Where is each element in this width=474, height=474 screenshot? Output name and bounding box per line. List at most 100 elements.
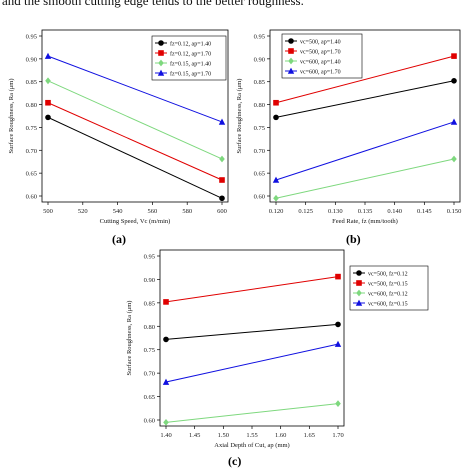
y-tick-label: 0.95 (26, 34, 37, 41)
series-3 (163, 400, 341, 426)
data-point (163, 336, 169, 343)
data-point (163, 299, 169, 305)
y-tick-label: 0.95 (144, 254, 155, 261)
data-point (450, 118, 458, 125)
x-tick-label: 0.130 (328, 208, 343, 215)
header-text: and the smooth cutting edge tends to the… (2, 0, 304, 8)
legend-entry: vc=600, ap=1.40 (285, 57, 341, 65)
series-line (165, 323, 339, 340)
series-3 (273, 155, 457, 202)
y-tick-label: 0.95 (254, 34, 265, 41)
data-point (45, 77, 51, 85)
data-point (451, 155, 457, 163)
y-tick-label: 0.65 (26, 171, 37, 178)
data-point (45, 99, 51, 106)
y-tick-label: 0.60 (26, 194, 37, 201)
y-tick-label: 0.65 (144, 394, 155, 401)
legend-label: vc=600, ap=1.70 (300, 69, 341, 75)
x-tick-label: 1.40 (160, 432, 171, 439)
panel-label-c: (c) (228, 454, 242, 468)
series-4 (162, 340, 342, 385)
legend-label: vc=600, fz=0.12 (368, 290, 408, 297)
series-2 (273, 53, 457, 106)
series-1 (273, 78, 457, 121)
x-tick-label: 1.60 (275, 432, 286, 439)
legend-marker (288, 57, 294, 65)
data-point (162, 378, 170, 385)
legend-label: fz=0.12, ap=1.70 (170, 50, 211, 57)
legend-label: vc=600, fz=0.15 (368, 300, 408, 307)
y-tick-label: 0.75 (144, 347, 155, 354)
x-tick-label: 0.125 (298, 208, 313, 215)
x-tick-label: 540 (113, 208, 123, 215)
y-tick-label: 0.75 (254, 125, 265, 132)
series-2 (163, 273, 341, 305)
y-tick-label: 0.70 (26, 148, 37, 155)
legend-entry: fz=0.12, ap=1.70 (155, 50, 211, 57)
series-2 (45, 99, 225, 183)
data-point (335, 273, 341, 280)
legend-label: fz=0.15, ap=1.70 (170, 70, 211, 77)
x-tick-label: 1.55 (246, 432, 257, 439)
series-1 (45, 114, 225, 202)
legend-label: vc=600, ap=1.40 (300, 59, 341, 65)
series-line (47, 116, 223, 199)
chart-panel-a: 0.60 0.65 0.70 0.75 0.80 0.85 0.90 0.95 500 520 54… (8, 29, 229, 225)
legend: fz=0.12, ap=1.40 fz=0.12, ap=1.70 fz=0.15,… (151, 35, 227, 81)
x-tick-label: 500 (43, 208, 53, 215)
legend-marker (356, 270, 362, 276)
x-tick-label: 0.120 (269, 208, 284, 215)
legend: vc=500, ap=1.40 vc=500, ap=1.70 vc=600, ap… (281, 33, 363, 79)
data-point (273, 99, 279, 106)
x-tick-label: 0.150 (447, 208, 462, 215)
data-point (273, 194, 279, 202)
series-1 (163, 321, 341, 343)
x-tick-label: 520 (78, 208, 88, 215)
legend-marker (355, 299, 363, 306)
x-tick-label: 0.140 (387, 208, 402, 215)
x-tick-label: 1.70 (332, 432, 343, 439)
legend-marker (158, 40, 164, 46)
legend-entry: vc=500, ap=1.40 (285, 38, 341, 45)
legend: vc=500, fz=0.12 vc=500, fz=0.15 vc=600, fz… (349, 265, 429, 311)
legend-entry: fz=0.12, ap=1.40 (155, 40, 211, 47)
series-line (47, 80, 223, 160)
x-tick-label: 1.50 (218, 432, 229, 439)
legend-entry: vc=500, fz=0.12 (353, 270, 408, 277)
series-line (47, 55, 223, 123)
legend-marker (288, 38, 294, 44)
data-point (451, 53, 457, 59)
data-point (273, 114, 279, 121)
legend-marker (157, 69, 165, 76)
series-3 (45, 77, 225, 163)
x-tick-label: 0.145 (417, 208, 432, 215)
legend-marker (356, 280, 362, 286)
series-4 (272, 118, 458, 183)
y-tick-label: 0.80 (144, 324, 155, 331)
legend-entry: fz=0.15, ap=1.40 (155, 59, 211, 67)
y-tick-label: 0.70 (254, 148, 265, 155)
legend-entry: vc=600, fz=0.15 (353, 299, 408, 307)
x-axis-label: Axial Depth of Cut, ap (mm) (214, 442, 289, 449)
y-tick-label: 0.80 (26, 102, 37, 109)
plot-frame (41, 29, 229, 203)
series-line (165, 403, 339, 423)
x-tick-label: 0.135 (358, 208, 373, 215)
y-axis-label: Surface Roughness, Ra (μm) (8, 79, 15, 154)
y-tick-label: 0.80 (254, 102, 265, 109)
y-tick-label: 0.70 (144, 371, 155, 378)
data-point (219, 155, 225, 163)
chart-panel-c: 0.60 0.65 0.70 0.75 0.80 0.85 0.90 0.95 1.40 1.45… (126, 249, 429, 449)
data-point (335, 400, 341, 407)
series-line (275, 158, 455, 199)
y-tick-label: 0.85 (26, 79, 37, 86)
series-line (275, 121, 455, 181)
legend-marker (158, 50, 164, 56)
series-line (165, 343, 339, 383)
legend-marker (158, 59, 164, 67)
y-tick-label: 0.90 (144, 277, 155, 284)
y-tick-label: 0.85 (144, 300, 155, 307)
legend-entry: vc=500, fz=0.15 (353, 280, 408, 287)
